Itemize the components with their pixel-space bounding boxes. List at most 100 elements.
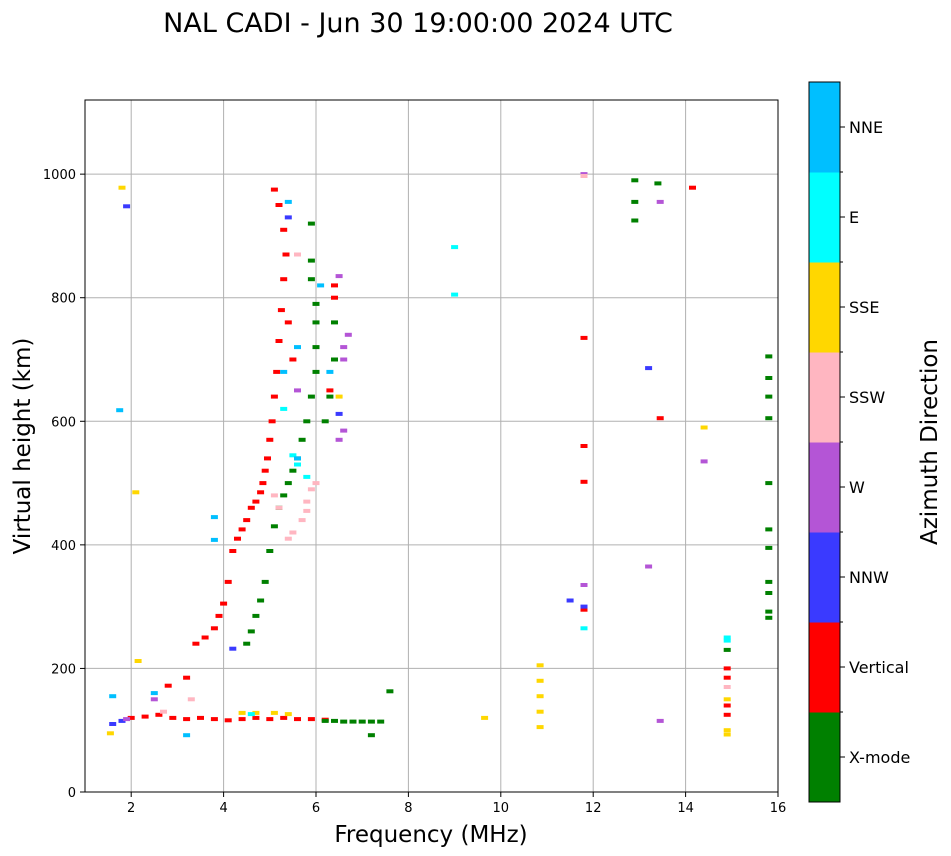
data-point bbox=[321, 419, 329, 424]
colorbar-tick-label: SSW bbox=[849, 388, 885, 407]
y-tick-label: 200 bbox=[51, 662, 76, 677]
data-point bbox=[326, 369, 334, 374]
data-point bbox=[451, 292, 459, 297]
data-point bbox=[277, 308, 285, 313]
data-point bbox=[247, 629, 255, 634]
data-point bbox=[238, 717, 246, 722]
data-point bbox=[298, 437, 306, 442]
data-point bbox=[656, 718, 664, 723]
data-point bbox=[210, 515, 218, 520]
data-point bbox=[252, 499, 260, 504]
data-point bbox=[631, 218, 639, 223]
plot-frame bbox=[84, 99, 779, 793]
data-point bbox=[312, 369, 320, 374]
plot-area: 2 4 6 8 10 12 14 16 0 200 400 600 800 1000 bbox=[43, 99, 786, 816]
data-point bbox=[294, 462, 301, 467]
data-point bbox=[118, 718, 126, 723]
data-point bbox=[109, 722, 117, 726]
data-point bbox=[765, 481, 773, 486]
colorbar-segment bbox=[809, 442, 840, 533]
data-point bbox=[266, 549, 274, 553]
data-point bbox=[580, 479, 588, 484]
colorbar-tick-label: NNE bbox=[849, 118, 883, 137]
data-point bbox=[326, 388, 334, 393]
colorbar-segment bbox=[809, 262, 840, 353]
data-point bbox=[270, 394, 278, 399]
data-point bbox=[317, 283, 325, 288]
data-point bbox=[723, 675, 731, 680]
data-point bbox=[765, 354, 773, 359]
data-point bbox=[631, 178, 639, 183]
data-point bbox=[247, 505, 255, 510]
data-point bbox=[282, 252, 290, 257]
data-point bbox=[134, 659, 142, 663]
x-tick-label: 4 bbox=[219, 801, 227, 816]
data-point bbox=[289, 468, 297, 473]
data-point bbox=[723, 712, 731, 717]
y-tick-label: 800 bbox=[51, 292, 76, 307]
data-point bbox=[164, 683, 172, 688]
colorbar-tick-label: X-mode bbox=[849, 748, 910, 767]
data-point bbox=[252, 613, 260, 618]
data-point bbox=[349, 719, 357, 724]
data-point bbox=[252, 715, 260, 720]
data-point bbox=[280, 406, 288, 411]
data-point bbox=[326, 394, 334, 399]
data-point bbox=[765, 376, 773, 380]
series-nnw bbox=[109, 204, 653, 726]
colorbar-segment bbox=[809, 622, 840, 713]
data-point bbox=[723, 638, 731, 643]
plot-background bbox=[85, 100, 778, 792]
data-point bbox=[229, 646, 237, 651]
data-point bbox=[335, 394, 343, 399]
series-vertical bbox=[127, 185, 731, 723]
data-point bbox=[116, 408, 124, 413]
data-point bbox=[331, 718, 338, 723]
data-point bbox=[270, 524, 278, 529]
chart-title: NAL CADI - Jun 30 19:00:00 2024 UTC bbox=[163, 8, 673, 39]
data-point bbox=[367, 719, 375, 724]
colorbar-label: Azimuth Direction bbox=[917, 339, 943, 545]
data-point bbox=[303, 499, 311, 504]
data-point bbox=[536, 709, 544, 714]
data-point bbox=[335, 437, 343, 442]
data-point bbox=[566, 598, 574, 603]
data-point bbox=[765, 609, 773, 614]
data-point bbox=[645, 366, 653, 371]
y-tick-label: 1000 bbox=[43, 168, 76, 183]
colorbar-segment bbox=[809, 82, 840, 173]
x-tick-label: 6 bbox=[312, 801, 320, 816]
x-tick-label: 12 bbox=[585, 801, 602, 816]
data-point bbox=[275, 339, 283, 343]
data-point bbox=[289, 530, 297, 535]
data-point bbox=[160, 709, 167, 714]
data-point bbox=[723, 685, 731, 689]
x-axis-label: Frequency (MHz) bbox=[334, 822, 527, 848]
data-point bbox=[303, 419, 311, 424]
data-point bbox=[321, 718, 329, 723]
colorbar-tick-label: E bbox=[849, 208, 859, 227]
data-point bbox=[723, 728, 731, 733]
data-point bbox=[331, 320, 338, 325]
data-point bbox=[723, 732, 731, 737]
data-point bbox=[294, 388, 301, 393]
data-point bbox=[238, 710, 246, 715]
data-point bbox=[386, 689, 394, 694]
data-point bbox=[294, 456, 301, 461]
data-point bbox=[700, 459, 708, 464]
data-point bbox=[765, 591, 773, 595]
data-point bbox=[284, 481, 292, 486]
data-point bbox=[765, 394, 773, 399]
data-point bbox=[257, 598, 265, 603]
data-point bbox=[645, 564, 653, 569]
colorbar: X-mode Vertical NNW W SSW SSE E NNE bbox=[808, 81, 910, 803]
data-point bbox=[723, 647, 731, 652]
data-point bbox=[266, 437, 274, 442]
series-nne bbox=[109, 199, 334, 738]
data-point bbox=[224, 718, 232, 723]
x-tick-label: 10 bbox=[493, 801, 510, 816]
data-point bbox=[307, 487, 315, 492]
series-ssw bbox=[160, 174, 731, 714]
data-point bbox=[261, 468, 269, 473]
